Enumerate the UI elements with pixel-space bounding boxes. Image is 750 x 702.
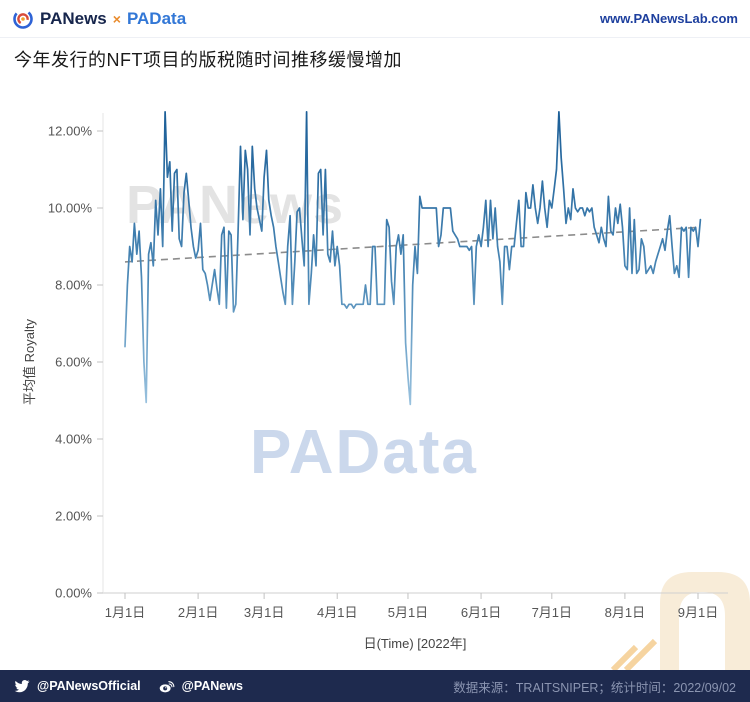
y-tick-label: 10.00% (48, 201, 93, 216)
y-tick-label: 0.00% (55, 586, 92, 601)
brand-padata: PAData (126, 8, 187, 28)
panews-logo-icon (13, 8, 33, 29)
data-source-note: 数据来源：TRAITSNIPER；统计时间：2022/09/02 (453, 680, 736, 695)
x-tick-label: 6月1日 (461, 605, 501, 620)
y-tick-label: 12.00% (48, 124, 93, 139)
twitter-icon (14, 678, 30, 694)
weibo-handle: @PANews (181, 679, 243, 693)
x-axis-title: 日(Time) [2022年] (364, 636, 467, 651)
chart-area: PANews PAData 12.00% 10.00% 8.00% 6.00% 4.00% 2… (0, 80, 750, 673)
axes: 12.00% 10.00% 8.00% 6.00% 4.00% 2.00% 0.00% 1月1… (22, 113, 728, 651)
twitter-handle: @PANewsOfficial (37, 679, 141, 693)
panews-logo-corner-watermark (610, 572, 750, 673)
x-tick-label: 2月1日 (178, 605, 218, 620)
chart-title: 今年发行的NFT项目的版税随时间推移缓慢增加 (14, 50, 402, 70)
header-bar: PANews × PAData www.PANewsLab.com (0, 0, 750, 38)
y-tick-label: 4.00% (55, 432, 92, 447)
footer-bar: @PANewsOfficial @PANews 数据来源：TRAITSNIPER… (0, 670, 750, 702)
watermark-padata: PAData (250, 418, 478, 487)
royalty-line-chart: PANewsPAData12.00%10.00%8.00%6.00%4.00%2… (22, 110, 750, 673)
y-tick-label: 8.00% (55, 278, 92, 293)
x-tick-label: 7月1日 (532, 605, 572, 620)
y-tick-label: 6.00% (55, 355, 92, 370)
x-tick-label: 9月1日 (678, 605, 718, 620)
y-tick-label: 2.00% (55, 509, 92, 524)
x-tick-label: 1月1日 (105, 605, 145, 620)
royalty-series-line (124, 110, 702, 406)
x-tick-label: 8月1日 (605, 605, 645, 620)
brand-panews: PANews (40, 8, 107, 28)
y-axis-title: 平均值 Royalty (22, 319, 37, 405)
weibo-icon (158, 678, 175, 694)
x-tick-label: 5月1日 (388, 605, 428, 620)
x-tick-label: 3月1日 (244, 605, 284, 620)
brand-multiply-icon: × (112, 10, 121, 27)
brand: PANews × PAData (12, 8, 186, 30)
x-tick-label: 4月1日 (317, 605, 357, 620)
website-url: www.PANewsLab.com (600, 11, 738, 26)
